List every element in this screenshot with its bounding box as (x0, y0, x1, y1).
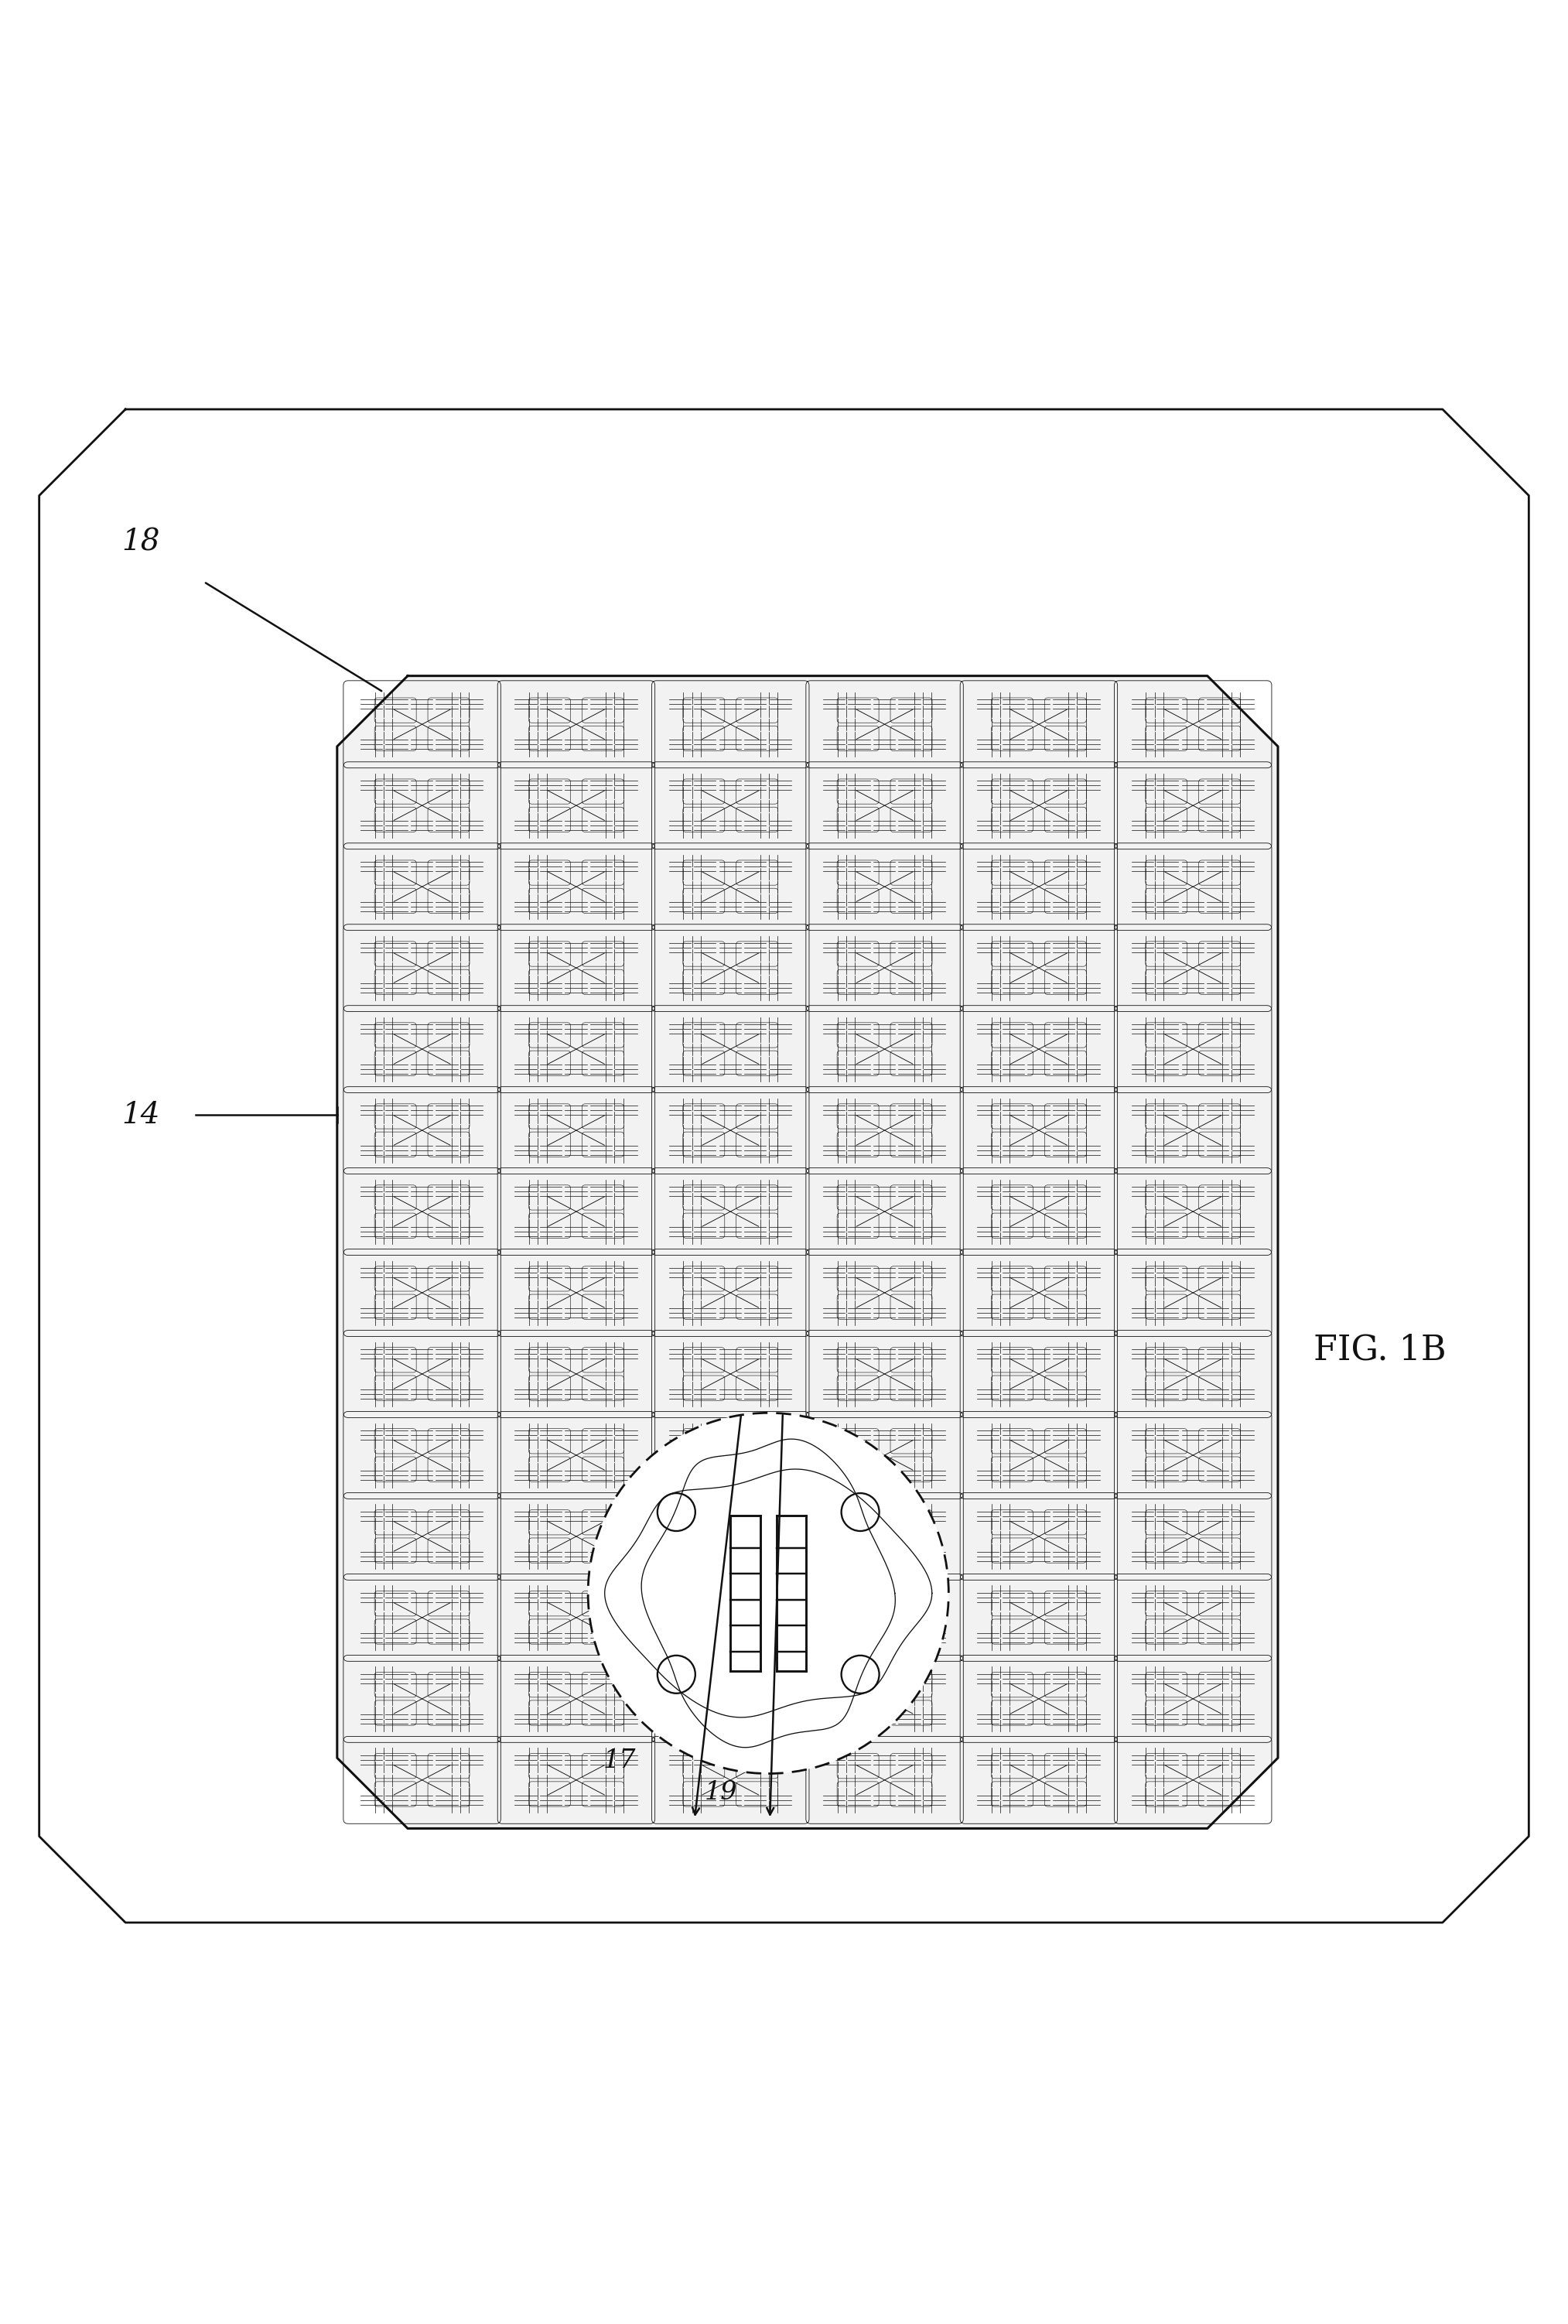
Text: 19: 19 (706, 1780, 737, 1806)
Text: 14: 14 (122, 1102, 160, 1129)
Text: FIG. 1B: FIG. 1B (1314, 1334, 1446, 1367)
Text: 18: 18 (122, 528, 160, 558)
Circle shape (588, 1413, 949, 1773)
Polygon shape (337, 676, 1278, 1829)
Text: 17: 17 (604, 1748, 635, 1773)
